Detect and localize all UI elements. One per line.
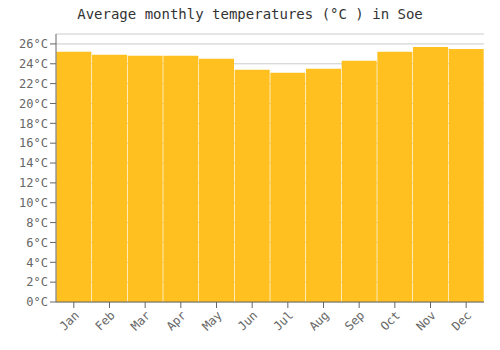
svg-text:Sep: Sep [342, 308, 367, 333]
svg-text:Aug: Aug [306, 308, 331, 333]
svg-text:Oct: Oct [378, 308, 403, 333]
svg-text:16°C: 16°C [19, 136, 48, 150]
svg-text:Jan: Jan [57, 308, 82, 333]
svg-text:12°C: 12°C [19, 176, 48, 190]
svg-text:Jul: Jul [271, 308, 296, 333]
svg-text:Feb: Feb [92, 308, 117, 333]
svg-text:4°C: 4°C [26, 256, 48, 270]
svg-text:10°C: 10°C [19, 196, 48, 210]
svg-text:Mar: Mar [128, 308, 153, 333]
svg-text:14°C: 14°C [19, 156, 48, 170]
svg-text:26°C: 26°C [19, 37, 48, 51]
svg-text:2°C: 2°C [26, 275, 48, 289]
svg-text:18°C: 18°C [19, 117, 48, 131]
svg-text:20°C: 20°C [19, 97, 48, 111]
svg-text:0°C: 0°C [26, 295, 48, 309]
svg-text:6°C: 6°C [26, 236, 48, 250]
svg-text:May: May [199, 308, 224, 333]
svg-text:Dec: Dec [449, 308, 474, 333]
svg-text:Apr: Apr [164, 308, 189, 333]
html-text:Average monthly temperatures (: Average monthly temperatures (°C ) in So… [77, 6, 423, 22]
svg-text:Jun: Jun [235, 308, 260, 333]
svg-text:22°C: 22°C [19, 77, 48, 91]
svg-text:Nov: Nov [413, 308, 438, 333]
svg-text:8°C: 8°C [26, 216, 48, 230]
svg-text:24°C: 24°C [19, 57, 48, 71]
